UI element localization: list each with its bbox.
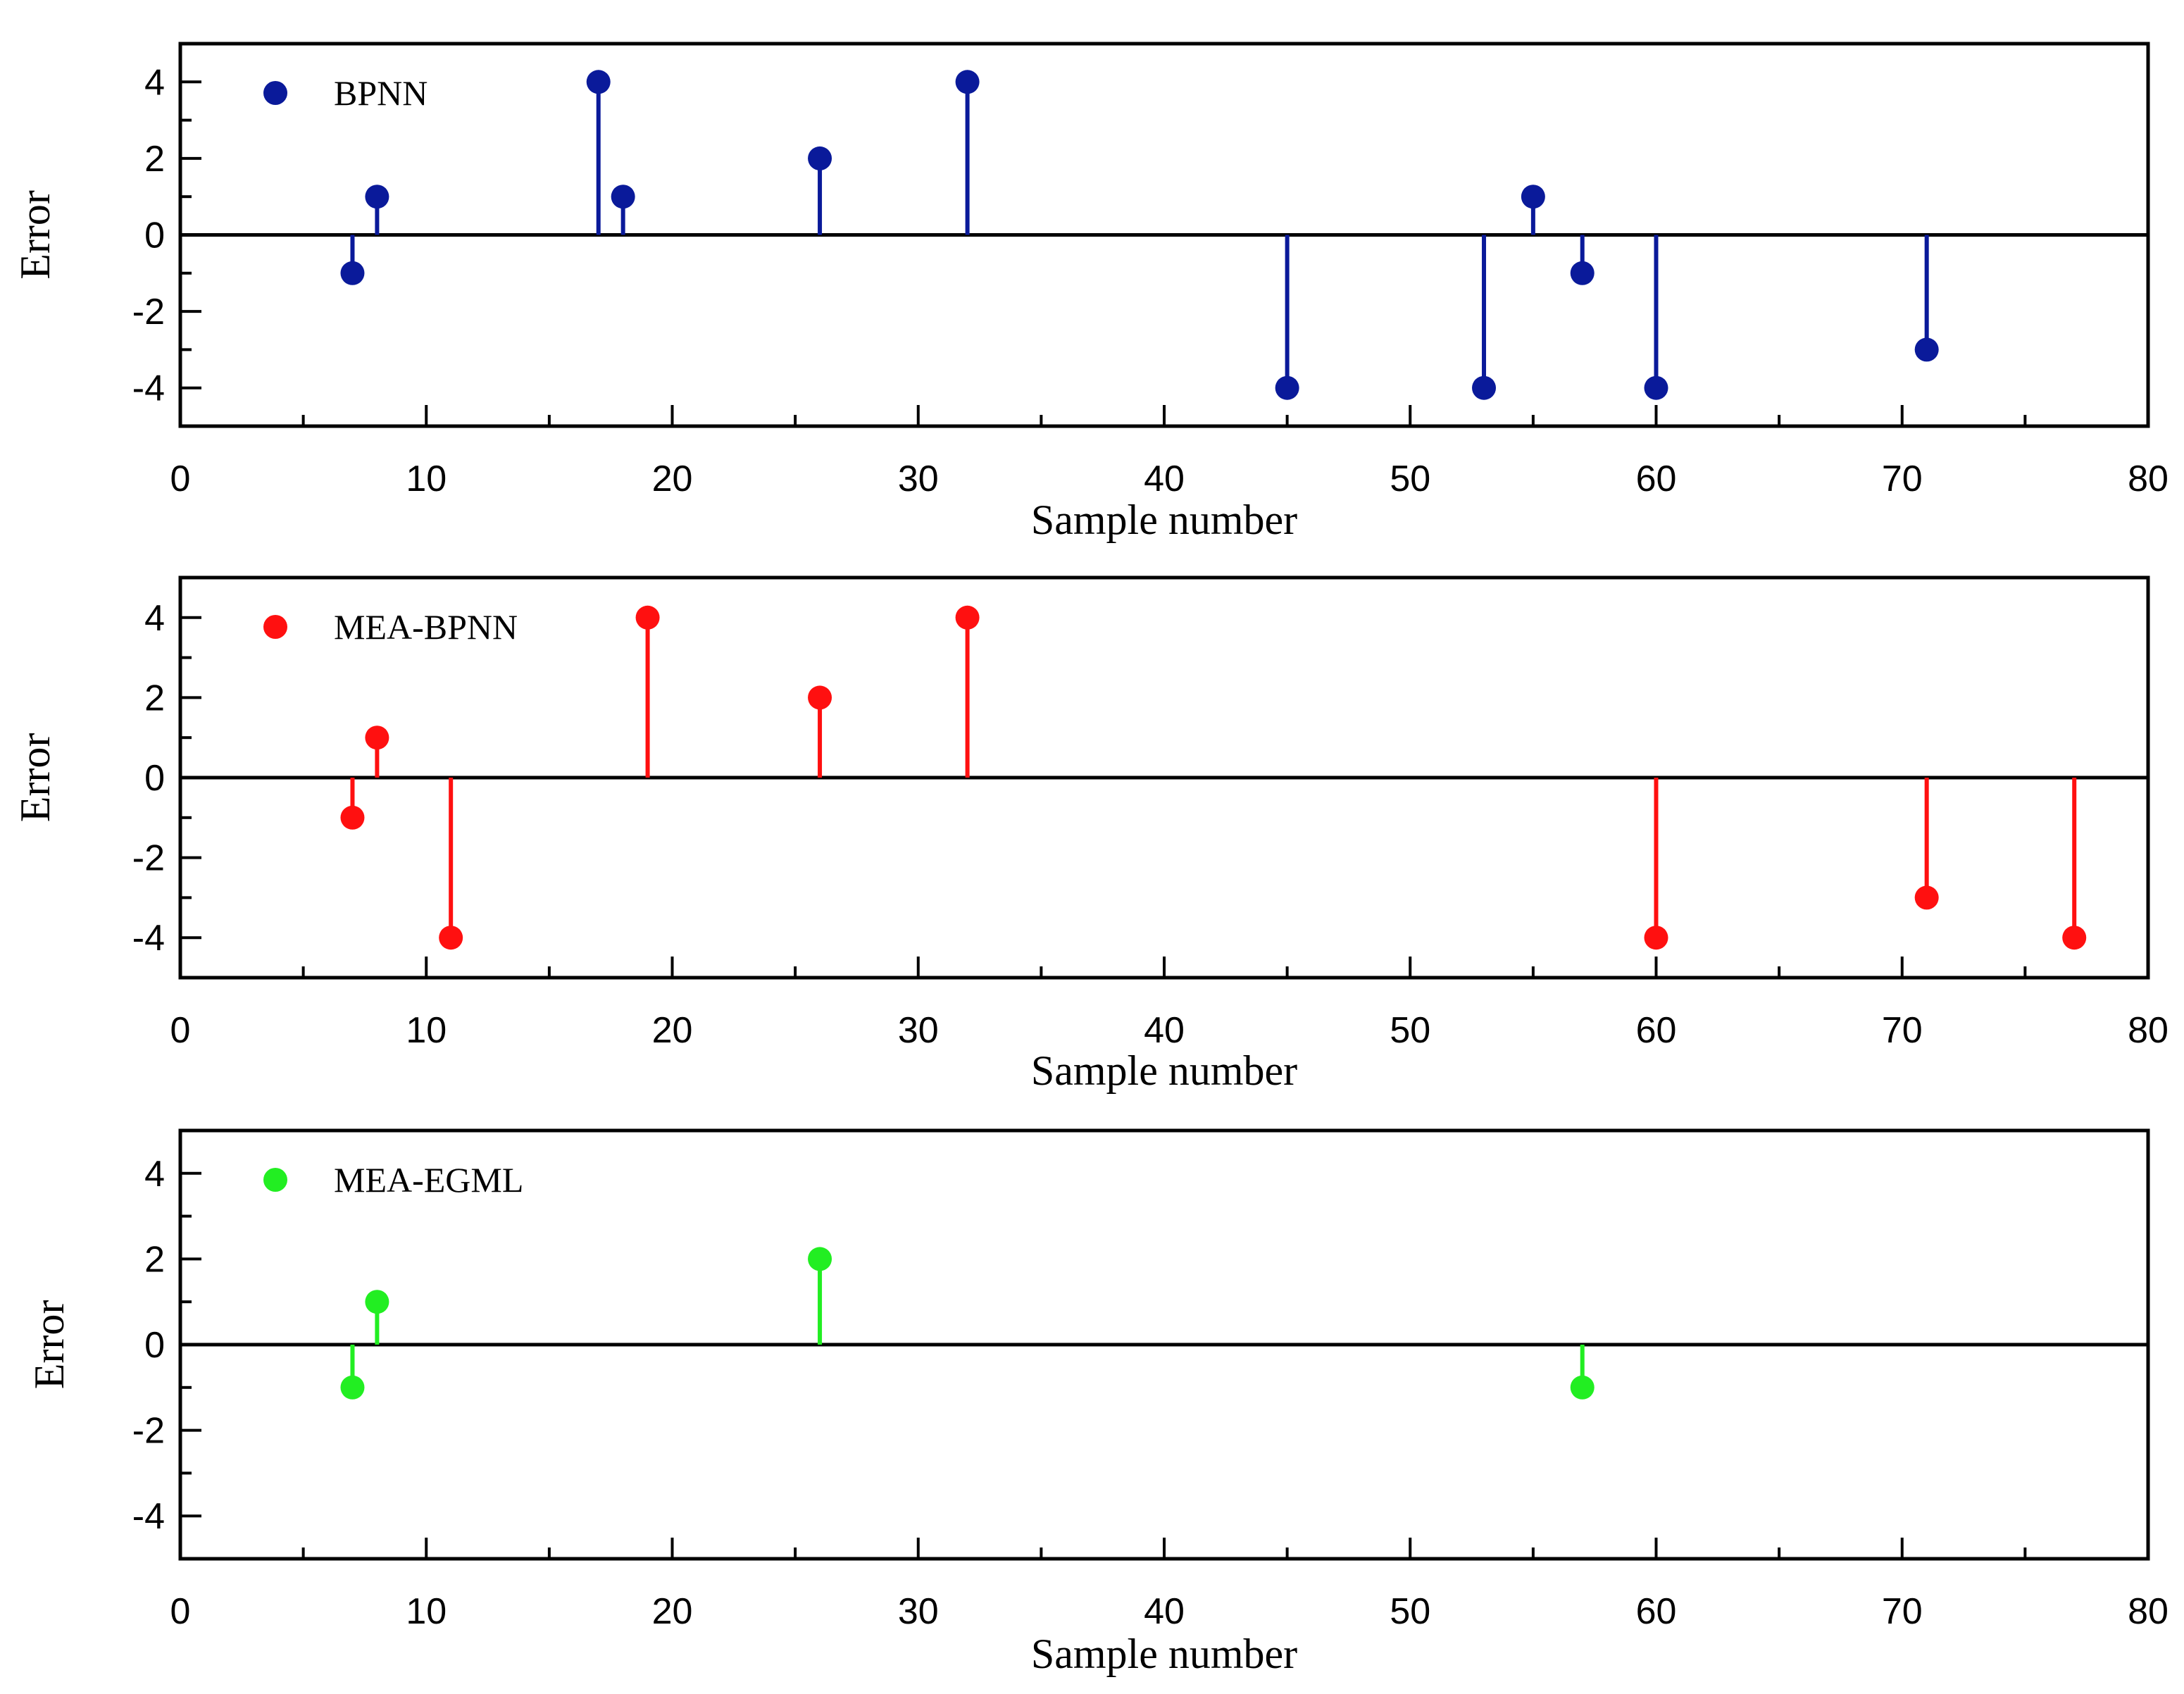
data-point [586, 70, 611, 94]
x-tick-label: 30 [898, 1010, 939, 1051]
x-tick-label: 80 [2128, 1591, 2169, 1632]
y-tick-label: -2 [132, 292, 165, 332]
x-tick-label: 0 [170, 1591, 191, 1632]
data-point [1472, 375, 1497, 400]
data-point [955, 605, 980, 630]
x-tick-label: 20 [652, 1591, 693, 1632]
y-tick-label: 2 [144, 678, 165, 718]
data-point [808, 685, 832, 710]
data-point [635, 605, 660, 630]
x-tick-label: 80 [2128, 1010, 2169, 1051]
x-tick-label: 70 [1882, 1010, 1923, 1051]
data-point [1275, 375, 1299, 400]
y-tick-label: -2 [132, 838, 165, 879]
data-point [340, 261, 365, 285]
data-point [439, 926, 463, 950]
data-point [2062, 926, 2087, 950]
y-tick-label: -4 [132, 368, 165, 409]
legend-label: BPNN [334, 73, 428, 113]
x-tick-label: 20 [652, 459, 693, 499]
y-tick-label: -4 [132, 918, 165, 959]
legend-marker [263, 81, 287, 105]
x-tick-label: 80 [2128, 459, 2169, 499]
y-tick-label: 4 [144, 1154, 165, 1195]
y-tick-label: 0 [144, 1325, 165, 1366]
x-tick-label: 10 [406, 1010, 447, 1051]
legend-marker [263, 1168, 287, 1192]
data-point [955, 70, 980, 94]
legend-marker [263, 615, 287, 639]
x-tick-label: 40 [1144, 1010, 1185, 1051]
data-point [1914, 337, 1939, 362]
y-axis-title: Error [26, 1300, 73, 1390]
x-axis-title: Sample number [1031, 1631, 1297, 1677]
x-tick-label: 50 [1390, 459, 1430, 499]
x-axis-title: Sample number [1031, 1047, 1297, 1094]
y-tick-label: 4 [144, 62, 165, 103]
y-tick-label: -4 [132, 1496, 165, 1537]
legend-label: MEA-EGML [334, 1160, 523, 1200]
data-point [1914, 885, 1939, 910]
x-tick-label: 50 [1390, 1010, 1430, 1051]
y-tick-label: 4 [144, 598, 165, 639]
x-tick-label: 60 [1636, 1591, 1677, 1632]
x-tick-label: 60 [1636, 459, 1677, 499]
y-tick-label: 0 [144, 216, 165, 256]
y-tick-label: 2 [144, 139, 165, 180]
y-tick-label: 0 [144, 758, 165, 799]
x-tick-label: 30 [898, 459, 939, 499]
x-tick-label: 70 [1882, 459, 1923, 499]
data-point [365, 185, 389, 209]
data-point [365, 1290, 389, 1314]
y-axis-title: Error [12, 733, 58, 823]
data-point [808, 1247, 832, 1271]
x-tick-label: 10 [406, 1591, 447, 1632]
data-point [1570, 1375, 1595, 1400]
y-tick-label: 2 [144, 1239, 165, 1280]
x-tick-label: 20 [652, 1010, 693, 1051]
data-point [1521, 185, 1545, 209]
data-point [1570, 261, 1595, 285]
data-point [340, 1375, 365, 1400]
x-tick-label: 40 [1144, 1591, 1185, 1632]
legend-label: MEA-BPNN [334, 607, 518, 647]
x-tick-label: 50 [1390, 1591, 1430, 1632]
data-point [365, 725, 389, 750]
data-point [611, 185, 635, 209]
x-tick-label: 30 [898, 1591, 939, 1632]
x-axis-title: Sample number [1031, 497, 1297, 543]
data-point [1644, 375, 1668, 400]
data-point [1644, 926, 1668, 950]
x-tick-label: 10 [406, 459, 447, 499]
x-tick-label: 0 [170, 1010, 191, 1051]
x-tick-label: 70 [1882, 1591, 1923, 1632]
data-point [808, 146, 832, 170]
data-point [340, 805, 365, 830]
y-tick-label: -2 [132, 1411, 165, 1452]
x-tick-label: 0 [170, 459, 191, 499]
x-tick-label: 60 [1636, 1010, 1677, 1051]
y-axis-title: Error [12, 190, 58, 280]
x-tick-label: 40 [1144, 459, 1185, 499]
